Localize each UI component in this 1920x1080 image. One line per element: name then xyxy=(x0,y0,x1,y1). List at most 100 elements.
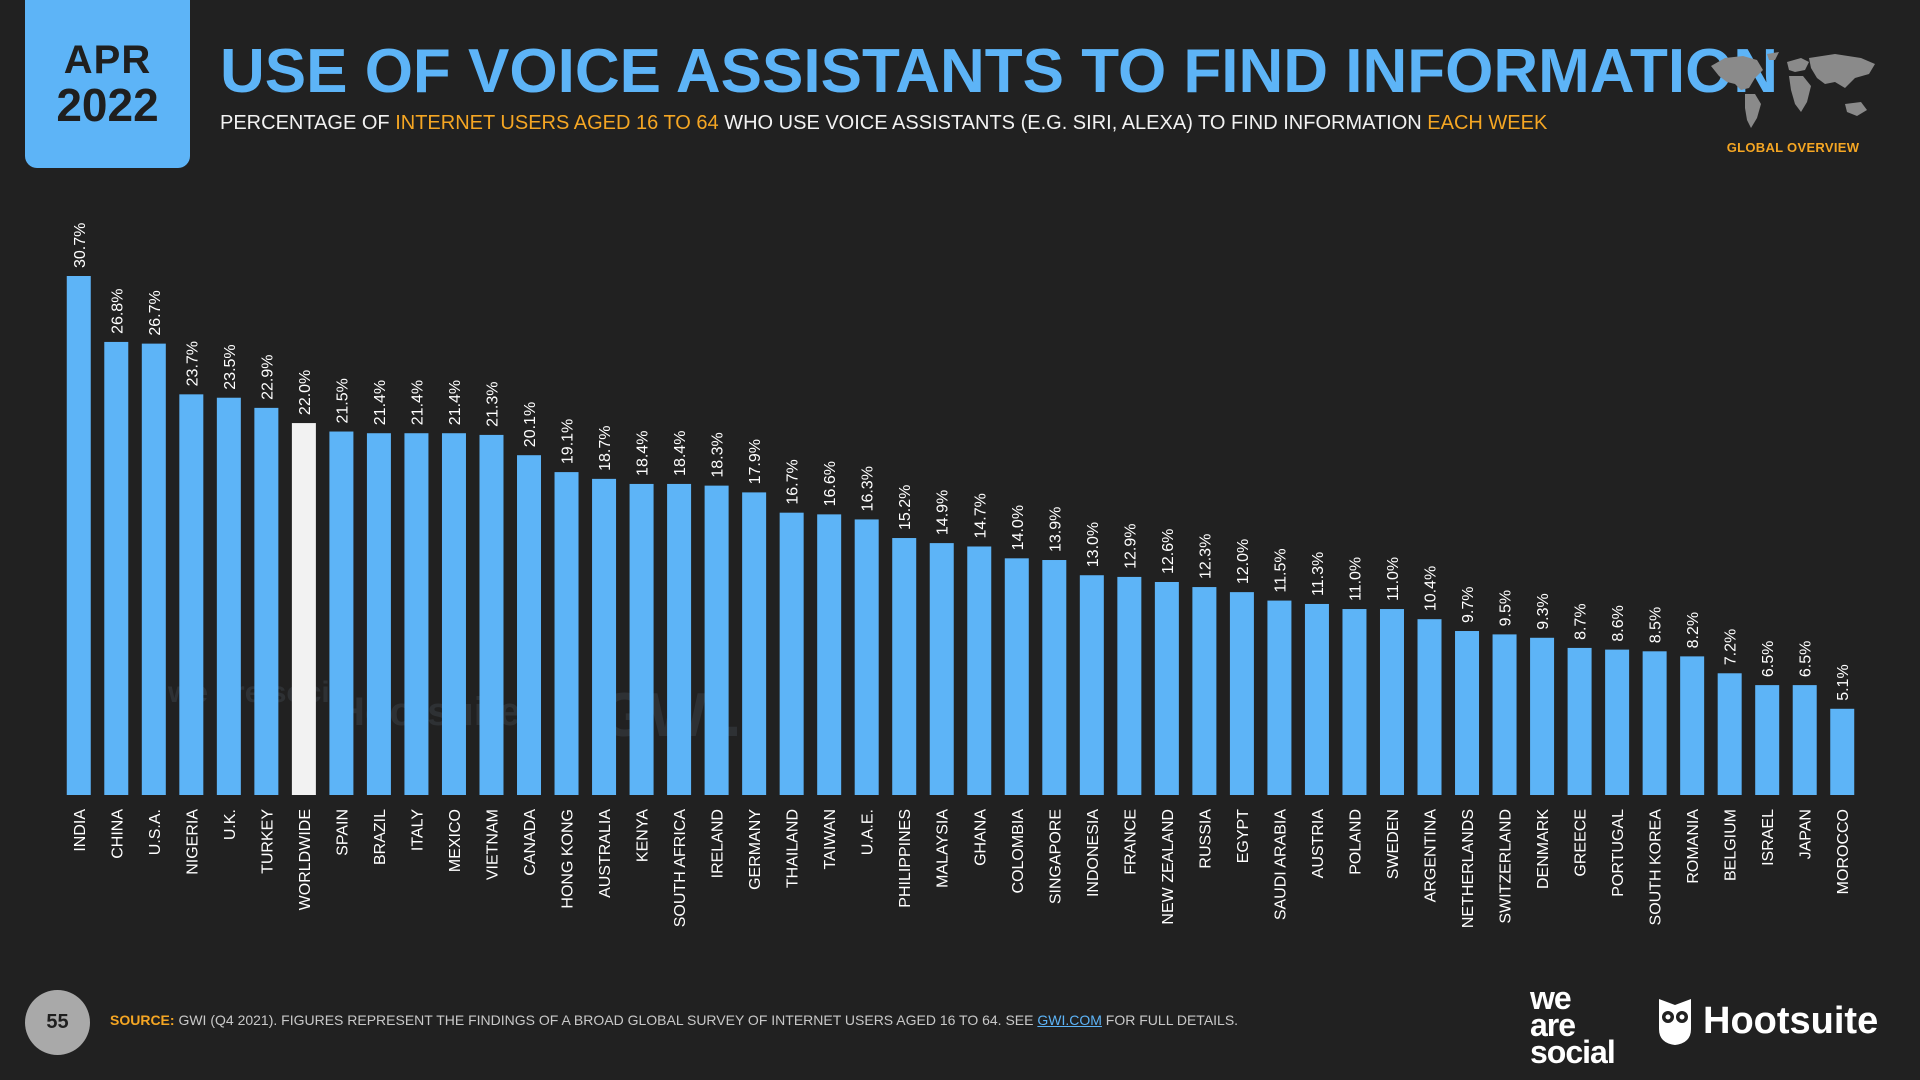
bar-japan xyxy=(1792,685,1817,795)
category-label: MOROCCO xyxy=(1835,809,1852,894)
value-label: 18.3% xyxy=(710,432,727,477)
category-label: KENYA xyxy=(635,809,652,862)
bar-chart: 30.7% INDIA 26.8% CHINA 26.7% U.S.A. 23.7% NIGE… xyxy=(66,223,1855,928)
bar-indonesia xyxy=(1079,575,1104,795)
value-label: 30.7% xyxy=(72,223,89,268)
value-label: 21.4% xyxy=(409,380,426,425)
category-label: MALAYSIA xyxy=(935,809,952,888)
value-label: 18.7% xyxy=(597,425,614,470)
category-label: NEW ZEALAND xyxy=(1160,809,1177,925)
value-label: 21.4% xyxy=(447,380,464,425)
category-label: BELGIUM xyxy=(1723,809,1740,881)
bar-denmark xyxy=(1530,637,1555,795)
category-label: EGYPT xyxy=(1235,809,1252,863)
bar-kenya xyxy=(629,483,654,795)
category-label: U.A.E. xyxy=(860,809,877,855)
bar-south-africa xyxy=(667,483,692,795)
subtitle-part-3: WHO USE VOICE ASSISTANTS (E.G. SIRI, ALE… xyxy=(718,112,1428,134)
bar-ghana xyxy=(967,546,992,795)
source-link[interactable]: GWI.COM xyxy=(1037,1012,1102,1028)
source-note: SOURCE: GWI (Q4 2021). FIGURES REPRESENT… xyxy=(110,1012,1238,1028)
category-label: WORLDWIDE xyxy=(297,809,314,910)
value-label: 22.0% xyxy=(297,370,314,415)
value-label: 8.7% xyxy=(1573,603,1590,639)
source-text: GWI (Q4 2021). FIGURES REPRESENT THE FIN… xyxy=(174,1012,1038,1028)
value-label: 15.2% xyxy=(897,485,914,530)
bar-austria xyxy=(1304,603,1329,795)
category-label: SOUTH KOREA xyxy=(1648,809,1665,926)
value-label: 19.1% xyxy=(560,419,577,464)
bar-taiwan xyxy=(817,514,842,795)
value-label: 14.0% xyxy=(1010,505,1027,550)
bar-switzerland xyxy=(1492,634,1517,795)
bar-south-korea xyxy=(1642,651,1667,795)
category-label: CANADA xyxy=(522,809,539,876)
value-label: 9.5% xyxy=(1498,590,1515,626)
bar-egypt xyxy=(1229,592,1254,795)
value-label: 12.6% xyxy=(1160,529,1177,574)
bar-australia xyxy=(592,478,617,795)
value-label: 26.7% xyxy=(147,290,164,335)
category-label: MEXICO xyxy=(447,809,464,872)
bar-malaysia xyxy=(929,543,954,795)
value-label: 21.4% xyxy=(372,380,389,425)
value-label: 26.8% xyxy=(109,289,126,334)
value-label: 17.9% xyxy=(747,439,764,484)
category-label: IRELAND xyxy=(710,809,727,878)
bar-ireland xyxy=(704,485,729,795)
category-label: INDONESIA xyxy=(1085,809,1102,897)
bar-nigeria xyxy=(179,394,204,795)
value-label: 11.5% xyxy=(1272,548,1289,592)
bar-china xyxy=(104,341,129,795)
value-label: 12.0% xyxy=(1235,539,1252,584)
category-label: SPAIN xyxy=(334,809,351,856)
logo-social: social xyxy=(1530,1034,1616,1071)
bar-brazil xyxy=(366,433,391,795)
value-label: 13.0% xyxy=(1085,522,1102,567)
bar-vietnam xyxy=(479,434,504,795)
value-label: 8.6% xyxy=(1610,605,1627,641)
value-label: 14.7% xyxy=(972,493,989,538)
value-label: 8.2% xyxy=(1685,612,1702,648)
category-label: ISRAEL xyxy=(1760,809,1777,866)
category-label: FRANCE xyxy=(1122,809,1139,875)
category-label: PORTUGAL xyxy=(1610,809,1627,897)
bar-philippines xyxy=(892,538,917,795)
logo-we: we xyxy=(1530,980,1572,1016)
hootsuite-wordmark: Hootsuite xyxy=(1703,999,1879,1042)
category-label: SAUDI ARABIA xyxy=(1272,809,1289,920)
category-label: NETHERLANDS xyxy=(1460,809,1477,928)
value-label: 10.4% xyxy=(1423,566,1440,611)
value-label: 13.9% xyxy=(1047,507,1064,552)
logo-are: are xyxy=(1530,1007,1576,1044)
bar-worldwide xyxy=(291,423,316,795)
bar-singapore xyxy=(1042,560,1067,795)
bar-netherlands xyxy=(1455,631,1480,795)
value-label: 14.9% xyxy=(935,490,952,535)
subtitle-highlight-frequency: EACH WEEK xyxy=(1427,112,1548,134)
bar-germany xyxy=(742,492,767,795)
category-label: ARGENTINA xyxy=(1423,809,1440,903)
value-label: 11.0% xyxy=(1385,557,1402,601)
value-label: 21.5% xyxy=(334,378,351,423)
date-month: APR xyxy=(63,37,152,82)
source-text-end: FOR FULL DETAILS. xyxy=(1101,1012,1239,1028)
category-label: NIGERIA xyxy=(184,809,201,875)
value-label: 11.0% xyxy=(1347,557,1364,601)
hootsuite-logo: Hootsuite xyxy=(1655,995,1878,1047)
category-label: TAIWAN xyxy=(822,809,839,869)
category-label: THAILAND xyxy=(785,809,802,888)
world-map-icon xyxy=(1711,52,1875,128)
category-label: DENMARK xyxy=(1535,809,1552,889)
category-label: AUSTRIA xyxy=(1310,809,1327,879)
we-are-social-logo: we are social xyxy=(1530,980,1616,1071)
bar-u-k xyxy=(216,397,241,795)
value-label: 16.3% xyxy=(860,466,877,511)
category-label: RUSSIA xyxy=(1197,809,1214,869)
bar-saudi-arabia xyxy=(1267,600,1292,795)
category-label: POLAND xyxy=(1347,809,1364,875)
category-label: VIETNAM xyxy=(484,809,501,880)
bar-greece xyxy=(1567,647,1592,795)
value-label: 21.3% xyxy=(484,382,501,427)
bar-hong-kong xyxy=(554,472,579,795)
